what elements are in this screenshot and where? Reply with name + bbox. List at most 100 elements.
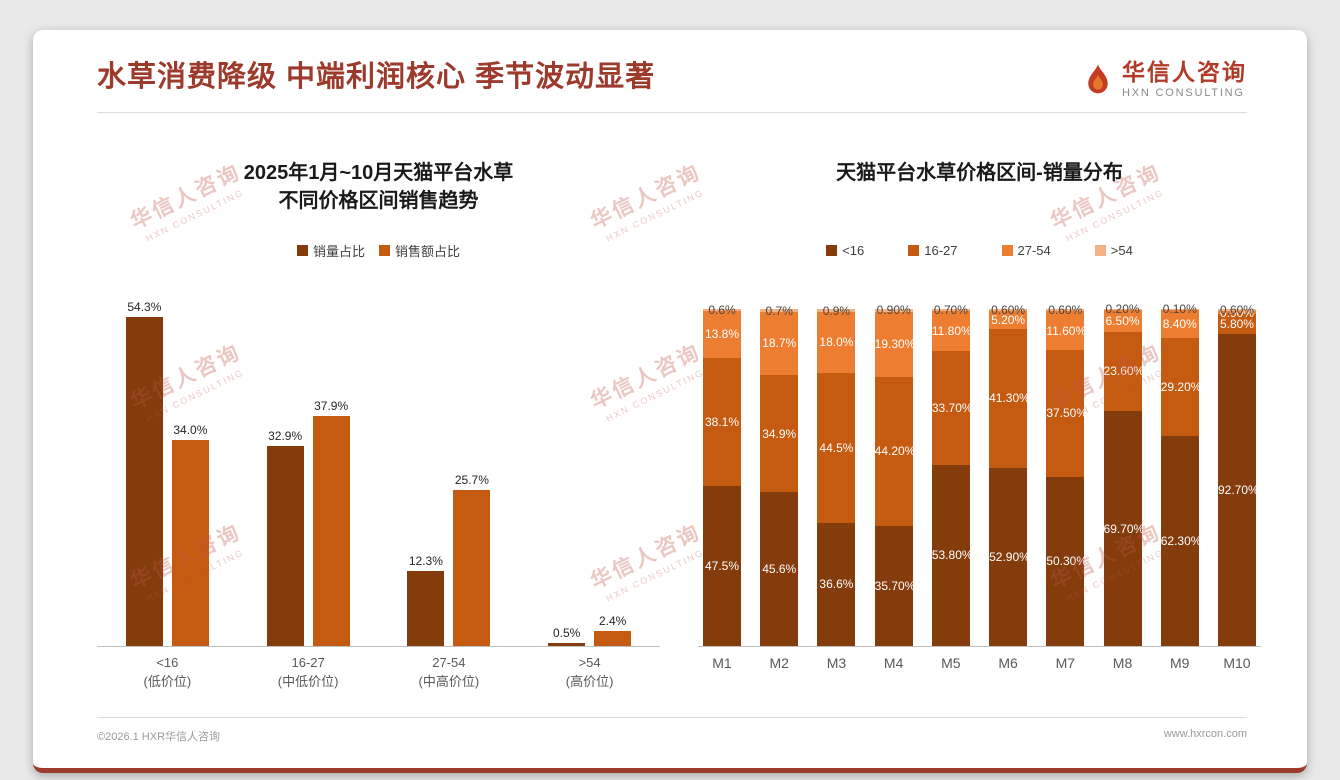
segment-value-label: 0.10% (1162, 302, 1197, 317)
bar (125, 316, 163, 646)
category-label-tier: (高价位) (565, 673, 614, 689)
left-chart-title: 2025年1月~10月天猫平台水草 不同价格区间销售趋势 (97, 159, 660, 223)
left-chart-title-line1: 2025年1月~10月天猫平台水草 (243, 162, 514, 184)
bar-segment (1103, 411, 1142, 646)
segment-value-label: 50.30% (1046, 554, 1085, 569)
bar (548, 642, 586, 646)
category-label-range: 27-54 (432, 655, 466, 670)
stacked-bar-chart: 天猫平台水草价格区间-销量分布 <16 16-27 27-54 >54 47.5% 38… (698, 133, 1261, 692)
legend-label: 销量占比 (312, 243, 365, 259)
bar-segment (874, 525, 913, 646)
legend-swatch (1094, 244, 1106, 256)
segment-value-label: 41.30% (989, 391, 1028, 406)
brand-name-en: HXN CONSULTING (1122, 87, 1245, 99)
month-label: M2 (769, 655, 789, 671)
bar-segment (931, 311, 970, 352)
category-label-tier: (中低价位) (277, 673, 339, 689)
segment-value-label: 62.30% (1160, 534, 1199, 549)
bar-segment (1103, 309, 1142, 310)
segment-value-label: 33.70% (931, 400, 970, 415)
slide-footer: ©2026.1 HXR华信人咨询 www.hxrcon.com (33, 717, 1307, 768)
legend-item: 销售额占比 (379, 241, 460, 260)
bar (453, 490, 491, 646)
bar-segment (817, 312, 856, 373)
month-label: M5 (941, 655, 961, 671)
right-chart-title: 天猫平台水草价格区间-销量分布 (698, 159, 1261, 223)
bar-value-label: 37.9% (314, 399, 349, 414)
bar-segment (1160, 309, 1199, 338)
segment-value-label: 0.60% (1219, 303, 1254, 318)
category-label-range: 16-27 (291, 655, 325, 670)
bar (312, 416, 350, 646)
right-chart-legend: <16 16-27 27-54 >54 (698, 235, 1261, 265)
bar-wrap: 37.9% (312, 282, 350, 646)
month-label: M1 (712, 655, 732, 671)
bar-wrap: 12.3% (407, 282, 445, 646)
bar-segment (931, 351, 970, 465)
bar (594, 631, 632, 646)
bar-value-label: 32.9% (268, 429, 303, 444)
segment-value-label: 92.70% (1217, 482, 1256, 497)
brand-name-cn: 华信人咨询 (1122, 59, 1247, 85)
header-inner: 水草消费降级 中端利润核心 季节波动显著 华信人咨询 HXN CONSULTIN… (97, 60, 1247, 113)
segment-value-label: 19.30% (874, 337, 913, 352)
segment-value-label: 45.6% (762, 562, 797, 577)
stacked-bar: 69.70% 23.60% 6.50% 0.20% (1103, 302, 1142, 646)
month-label: M7 (1055, 655, 1076, 671)
bar-segment (931, 309, 970, 312)
segment-value-label: 0.60% (991, 303, 1026, 318)
legend-item: 销量占比 (296, 241, 365, 260)
bar-segment (874, 376, 913, 526)
segment-value-label: 13.8% (704, 327, 740, 342)
bar-wrap: 54.3% (125, 282, 163, 646)
bar-segment (1160, 436, 1199, 646)
bar-segment (1103, 309, 1142, 332)
bar-segment (760, 311, 799, 375)
segment-value-label: 36.6% (819, 577, 854, 592)
segment-value-label: 0.7% (765, 303, 793, 318)
legend-label: >54 (1110, 242, 1133, 258)
bar-group: 54.3% 34.0% (97, 282, 238, 646)
month-label: M9 (1170, 655, 1190, 671)
legend-swatch (826, 244, 838, 256)
legend-label: 27-54 (1017, 242, 1051, 258)
month-label: M3 (826, 655, 847, 671)
segment-value-label: 18.0% (819, 335, 854, 350)
segment-value-label: 44.5% (819, 440, 854, 455)
segment-value-label: 69.70% (1103, 521, 1142, 536)
legend-swatch (296, 244, 308, 256)
charts-area: 2025年1月~10月天猫平台水草 不同价格区间销售趋势 销量占比 销售额占比 5… (33, 113, 1307, 692)
brand-logo-text: 华信人咨询 HXN CONSULTING (1122, 60, 1247, 99)
bar-segment (931, 464, 970, 646)
bar-segment (989, 328, 1028, 468)
left-chart-title-line2: 不同价格区间销售趋势 (278, 190, 479, 212)
bar-value-label: 2.4% (598, 614, 627, 629)
category-label: 16-27 (中低价位) (238, 654, 379, 692)
left-chart-legend: 销量占比 销售额占比 (97, 235, 660, 265)
legend-item: <16 (826, 243, 864, 258)
stacked-bar: 35.70% 44.20% 19.30% 0.90% (874, 303, 913, 646)
stacked-bar: 52.90% 41.30% 5.20% 0.60% (989, 303, 1028, 646)
right-plot-area: 47.5% 38.1% 13.8% 0.6% 45.6% 34.9% 18.7% 0.7% 36… (698, 275, 1261, 647)
segment-value-label: 5.20% (991, 312, 1026, 327)
slide-header: 水草消费降级 中端利润核心 季节波动显著 华信人咨询 HXN CONSULTIN… (33, 30, 1307, 113)
bar-segment (1046, 311, 1085, 351)
flame-logo-icon (1088, 63, 1108, 93)
bar-value-label: 54.3% (127, 299, 162, 314)
bar-value-label: 25.7% (454, 473, 489, 488)
footer-inner: ©2026.1 HXR华信人咨询 www.hxrcon.com (97, 717, 1247, 744)
stacked-bar: 62.30% 29.20% 8.40% 0.10% (1160, 302, 1199, 646)
segment-value-label: 35.70% (874, 578, 913, 593)
left-x-axis: <16 (低价位) 16-27 (中低价位) 27-54 (中高价位) >54 (高价位) (97, 654, 660, 692)
legend-label: 16-27 (924, 242, 958, 258)
segment-value-label: 11.60% (1046, 323, 1085, 338)
legend-label: <16 (842, 242, 865, 258)
category-label-tier: (低价位) (143, 673, 192, 689)
bar-wrap: 34.0% (171, 282, 209, 646)
bar-segment (760, 309, 799, 312)
bar-segment (817, 309, 856, 313)
segment-value-label: 29.20% (1160, 379, 1199, 394)
category-label-range: <16 (156, 655, 179, 670)
bar-wrap: 2.4% (594, 282, 632, 646)
bar-segment (703, 309, 741, 312)
